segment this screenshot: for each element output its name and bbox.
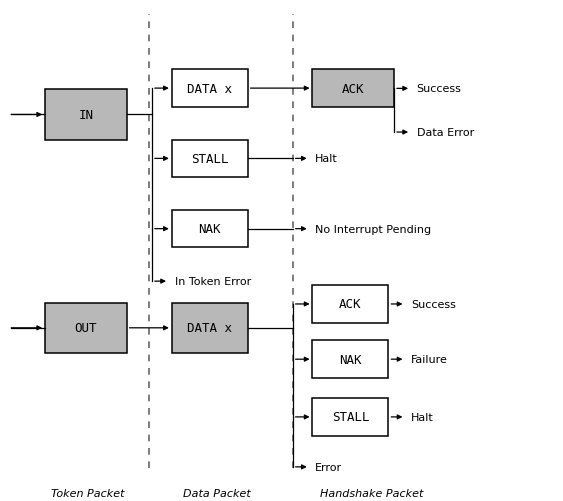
Text: DATA x: DATA x [187,322,232,335]
Text: Error: Error [315,462,342,472]
Bar [312,341,388,378]
Text: IN: IN [78,109,93,122]
Text: Data Error: Data Error [417,128,474,138]
Text: ACK: ACK [339,298,361,311]
Text: Success: Success [411,300,456,309]
Bar [45,90,127,140]
Text: STALL: STALL [191,153,229,165]
Bar [172,303,248,353]
Text: DATA x: DATA x [187,83,232,95]
Text: Halt: Halt [315,154,338,164]
Bar [172,70,248,108]
Bar [312,398,388,436]
Bar [172,140,248,178]
Text: OUT: OUT [75,322,97,335]
Text: Token Packet: Token Packet [51,488,124,498]
Bar [312,70,394,108]
Text: STALL: STALL [332,411,369,423]
Text: Halt: Halt [411,412,434,422]
Text: Handshake Packet: Handshake Packet [320,488,423,498]
Text: Success: Success [417,84,462,94]
Bar [312,286,388,323]
Text: Data Packet: Data Packet [183,488,251,498]
Text: Failure: Failure [411,355,448,364]
Text: In Token Error: In Token Error [175,277,251,287]
Text: ACK: ACK [342,83,364,95]
Bar [172,210,248,248]
Text: No Interrupt Pending: No Interrupt Pending [315,224,431,234]
Text: NAK: NAK [339,353,361,366]
Text: NAK: NAK [199,223,221,235]
Bar [45,303,127,353]
